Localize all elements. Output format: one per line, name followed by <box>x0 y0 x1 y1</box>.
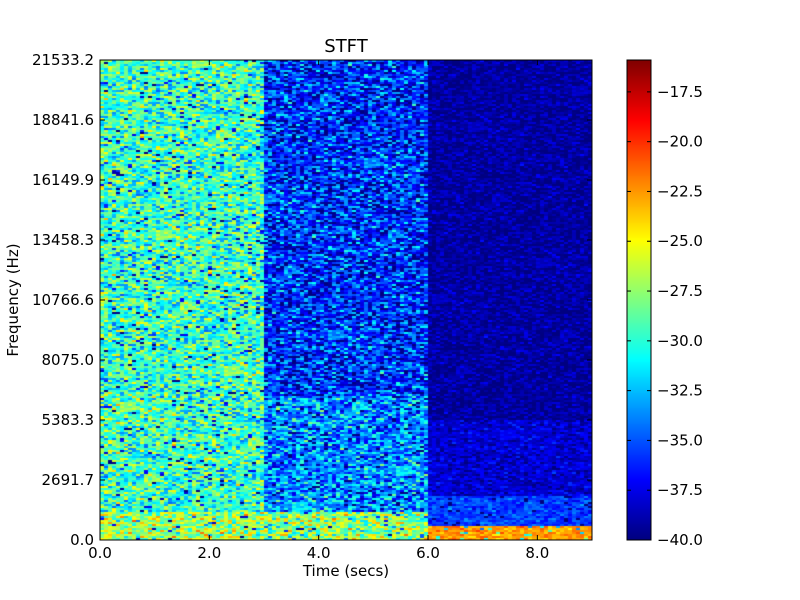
colorbar-tick-label: −35.0 <box>657 431 703 449</box>
colorbar-tick-label: −25.0 <box>657 232 703 250</box>
y-tick-label: 0.0 <box>70 531 94 549</box>
colorbar: −17.5 −20.0 −22.5 −25.0 −27.5 −30.0 −32.5 −35.0… <box>626 59 703 549</box>
colorbar-tick-label: −40.0 <box>657 531 703 549</box>
y-axis-label: Frequency (Hz) <box>4 243 22 356</box>
spectrogram-heatmap <box>100 60 592 540</box>
chart-title: STFT <box>324 36 368 57</box>
x-axis-ticks: 0.0 2.0 4.0 6.0 8.0 <box>88 60 549 562</box>
x-tick-label: 0.0 <box>88 544 112 562</box>
x-axis-label: Time (secs) <box>302 562 389 580</box>
y-tick-label: 8075.0 <box>42 351 95 369</box>
colorbar-tick-label: −27.5 <box>657 282 703 300</box>
colorbar-gradient <box>627 60 651 540</box>
x-tick-label: 6.0 <box>416 544 440 562</box>
x-tick-label: 2.0 <box>197 544 221 562</box>
colorbar-tick-label: −22.5 <box>657 182 703 200</box>
y-tick-label: 2691.7 <box>42 471 95 489</box>
y-tick-label: 5383.3 <box>42 411 95 429</box>
y-tick-label: 18841.6 <box>32 111 94 129</box>
y-tick-label: 10766.6 <box>32 291 94 309</box>
y-tick-label: 21533.2 <box>32 51 94 69</box>
colorbar-tick-label: −17.5 <box>657 83 703 101</box>
colorbar-ticks: −17.5 −20.0 −22.5 −25.0 −27.5 −30.0 −32.5 −35.0… <box>627 83 703 549</box>
colorbar-frame <box>626 59 652 541</box>
colorbar-tick-label: −32.5 <box>657 382 703 400</box>
y-axis-ticks: 0.0 2691.7 5383.3 8075.0 10766.6 13458.3 16149… <box>32 51 592 549</box>
colorbar-tick-label: −37.5 <box>657 481 703 499</box>
y-tick-label: 16149.9 <box>32 171 94 189</box>
x-tick-label: 4.0 <box>307 544 331 562</box>
y-tick-label: 13458.3 <box>32 231 94 249</box>
colorbar-tick-label: −20.0 <box>657 133 703 151</box>
plot-area <box>99 59 593 541</box>
x-tick-label: 8.0 <box>525 544 549 562</box>
colorbar-tick-label: −30.0 <box>657 332 703 350</box>
